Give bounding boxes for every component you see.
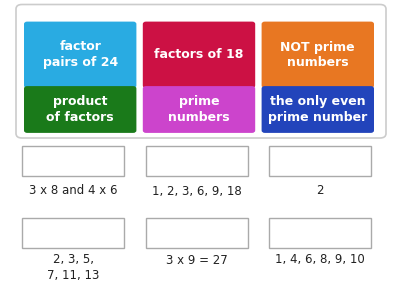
FancyBboxPatch shape [146, 218, 248, 248]
Text: product
of factors: product of factors [46, 95, 114, 124]
FancyBboxPatch shape [24, 86, 136, 133]
FancyBboxPatch shape [16, 4, 386, 138]
Text: the only even
prime number: the only even prime number [268, 95, 368, 124]
FancyBboxPatch shape [269, 218, 371, 248]
FancyBboxPatch shape [262, 86, 374, 133]
FancyBboxPatch shape [22, 146, 124, 176]
Text: 1, 2, 3, 6, 9, 18: 1, 2, 3, 6, 9, 18 [152, 184, 242, 197]
Text: 1, 4, 6, 8, 9, 10: 1, 4, 6, 8, 9, 10 [275, 254, 365, 266]
FancyBboxPatch shape [24, 22, 136, 88]
Text: prime
numbers: prime numbers [168, 95, 230, 124]
Text: 2, 3, 5,
7, 11, 13: 2, 3, 5, 7, 11, 13 [47, 254, 99, 283]
FancyBboxPatch shape [143, 86, 255, 133]
FancyBboxPatch shape [146, 146, 248, 176]
FancyBboxPatch shape [262, 22, 374, 88]
Text: 3 x 9 = 27: 3 x 9 = 27 [166, 254, 228, 266]
Text: 3 x 8 and 4 x 6: 3 x 8 and 4 x 6 [29, 184, 118, 197]
Text: NOT prime
numbers: NOT prime numbers [280, 40, 355, 69]
Text: factor
pairs of 24: factor pairs of 24 [42, 40, 118, 69]
FancyBboxPatch shape [269, 146, 371, 176]
Text: factors of 18: factors of 18 [154, 48, 244, 61]
FancyBboxPatch shape [22, 218, 124, 248]
FancyBboxPatch shape [143, 22, 255, 88]
Text: 2: 2 [316, 184, 324, 197]
